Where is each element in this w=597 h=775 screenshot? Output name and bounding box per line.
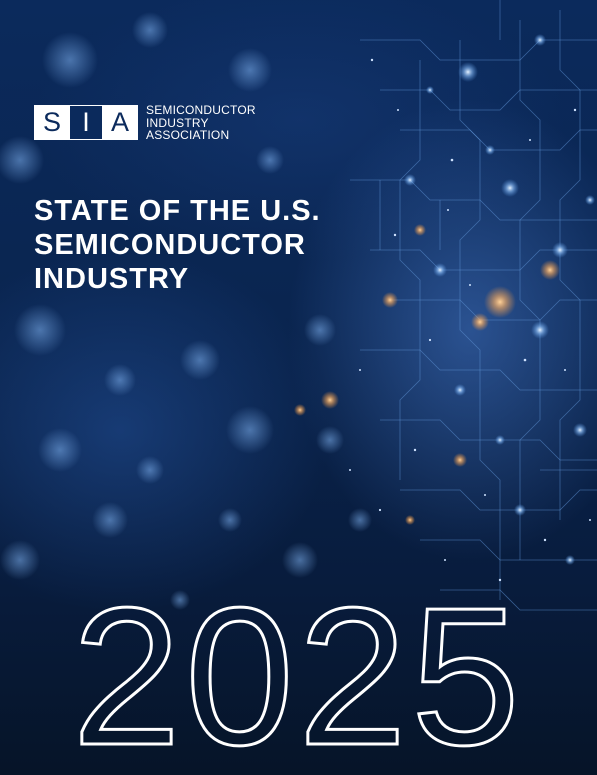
logo-line-2: INDUSTRY — [146, 115, 209, 130]
sia-logo-mark: S I A — [34, 105, 138, 141]
circuit-nodes — [294, 34, 595, 565]
sia-logo: S I A SEMICONDUCTOR INDUSTRY ASSOCIATION — [34, 104, 256, 142]
bokeh-lights — [0, 12, 372, 610]
logo-line-1: SEMICONDUCTOR — [146, 103, 256, 117]
circuit-traces — [350, 0, 597, 611]
title-line-3: INDUSTRY — [34, 263, 190, 295]
logo-letter-i: I — [69, 106, 103, 140]
sia-logo-wordmark: SEMICONDUCTOR INDUSTRY ASSOCIATION — [146, 104, 256, 142]
logo-letter-a: A — [103, 106, 137, 140]
sparkle-dots — [349, 58, 591, 582]
report-title: STATE OF THE U.S. SEMICONDUCTOR INDUSTRY — [34, 194, 321, 296]
logo-line-3: ASSOCIATION — [146, 128, 230, 142]
title-line-2: SEMICONDUCTOR — [34, 229, 306, 261]
title-line-1: STATE OF THE U.S. — [34, 195, 321, 227]
year-outline-text: 2025 — [72, 567, 524, 775]
logo-letter-s: S — [35, 106, 69, 140]
report-year: 2025 — [70, 566, 524, 775]
